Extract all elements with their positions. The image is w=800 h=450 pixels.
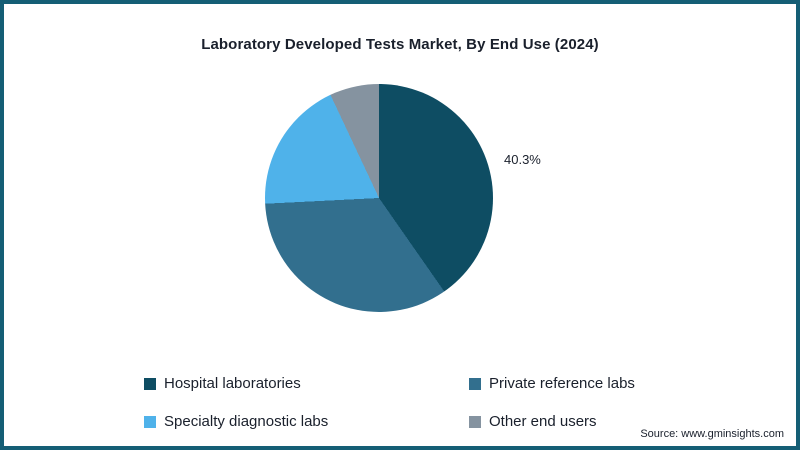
legend-item-specialty-diagnostic-labs: Specialty diagnostic labs: [144, 413, 328, 430]
legend-swatch-specialty-diagnostic-labs: [144, 415, 156, 428]
legend-swatch-other-end-users: [469, 415, 481, 428]
legend-label-private-reference-labs: Private reference labs: [489, 375, 635, 392]
legend-swatch-hospital-laboratories: [144, 377, 156, 390]
pie-chart: [265, 84, 493, 312]
legend-label-specialty-diagnostic-labs: Specialty diagnostic labs: [164, 413, 329, 430]
legend-swatch-private-reference-labs: [469, 377, 481, 390]
legend-item-private-reference-labs: Private reference labs: [469, 375, 635, 392]
pie-slice-data-label: 40.3%: [504, 152, 541, 167]
legend-item-hospital-laboratories: Hospital laboratories: [144, 375, 301, 392]
legend-label-hospital-laboratories: Hospital laboratories: [164, 375, 301, 392]
source-attribution: Source: www.gminsights.com: [640, 428, 784, 440]
legend-label-other-end-users: Other end users: [489, 413, 597, 430]
legend-item-other-end-users: Other end users: [469, 413, 597, 430]
chart-title: Laboratory Developed Tests Market, By En…: [201, 36, 599, 53]
